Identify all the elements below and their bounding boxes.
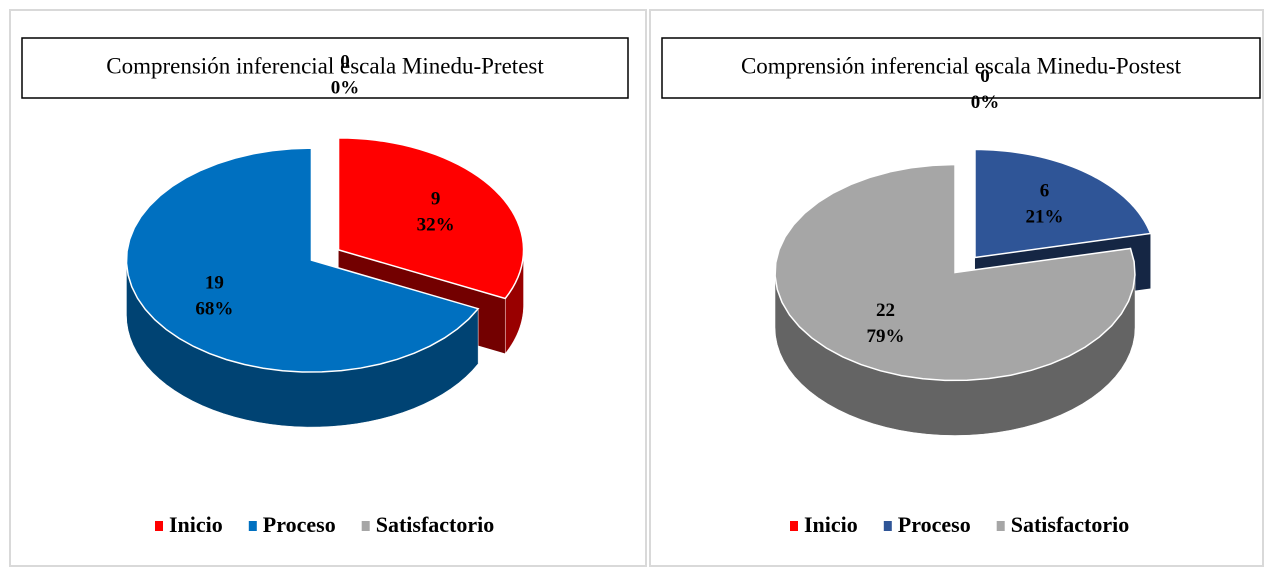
legend-swatch: [883, 521, 892, 531]
percent-label: 0%: [331, 77, 360, 98]
legend-label: Inicio: [804, 512, 858, 537]
chart-title: Comprensión inferencial escala Minedu-Pr…: [106, 53, 544, 78]
legend-swatch: [996, 521, 1005, 531]
data-label: 0: [980, 66, 990, 87]
legend-label: Satisfactorio: [376, 512, 495, 537]
legend-label: Satisfactorio: [1011, 512, 1130, 537]
pie-slice: [337, 137, 525, 300]
legend-swatch: [248, 521, 257, 531]
data-label: 22: [876, 300, 895, 321]
legend-swatch: [155, 521, 163, 531]
pie-slice: [774, 163, 1136, 382]
chart-title: Comprensión inferencial escala Minedu-Po…: [741, 53, 1182, 78]
panel: [9, 9, 647, 567]
percent-label: 32%: [417, 214, 455, 235]
percent-label: 0%: [971, 92, 1000, 113]
panel: [649, 9, 1264, 567]
legend-swatch: [790, 521, 798, 531]
pie-slice: [125, 147, 480, 373]
legend-label: Proceso: [263, 512, 336, 537]
percent-label: 21%: [1026, 207, 1064, 228]
data-label: 6: [1040, 181, 1050, 202]
title-box: [661, 37, 1261, 99]
pie-slice: [974, 148, 1152, 259]
percent-label: 79%: [866, 326, 904, 347]
legend-swatch: [361, 521, 370, 531]
legend-label: Proceso: [898, 512, 971, 537]
title-box: [21, 37, 629, 99]
data-label: 19: [205, 272, 224, 293]
data-label: 0: [340, 51, 350, 72]
legend-label: Inicio: [169, 512, 223, 537]
data-label: 9: [431, 188, 441, 209]
percent-label: 68%: [195, 298, 233, 319]
